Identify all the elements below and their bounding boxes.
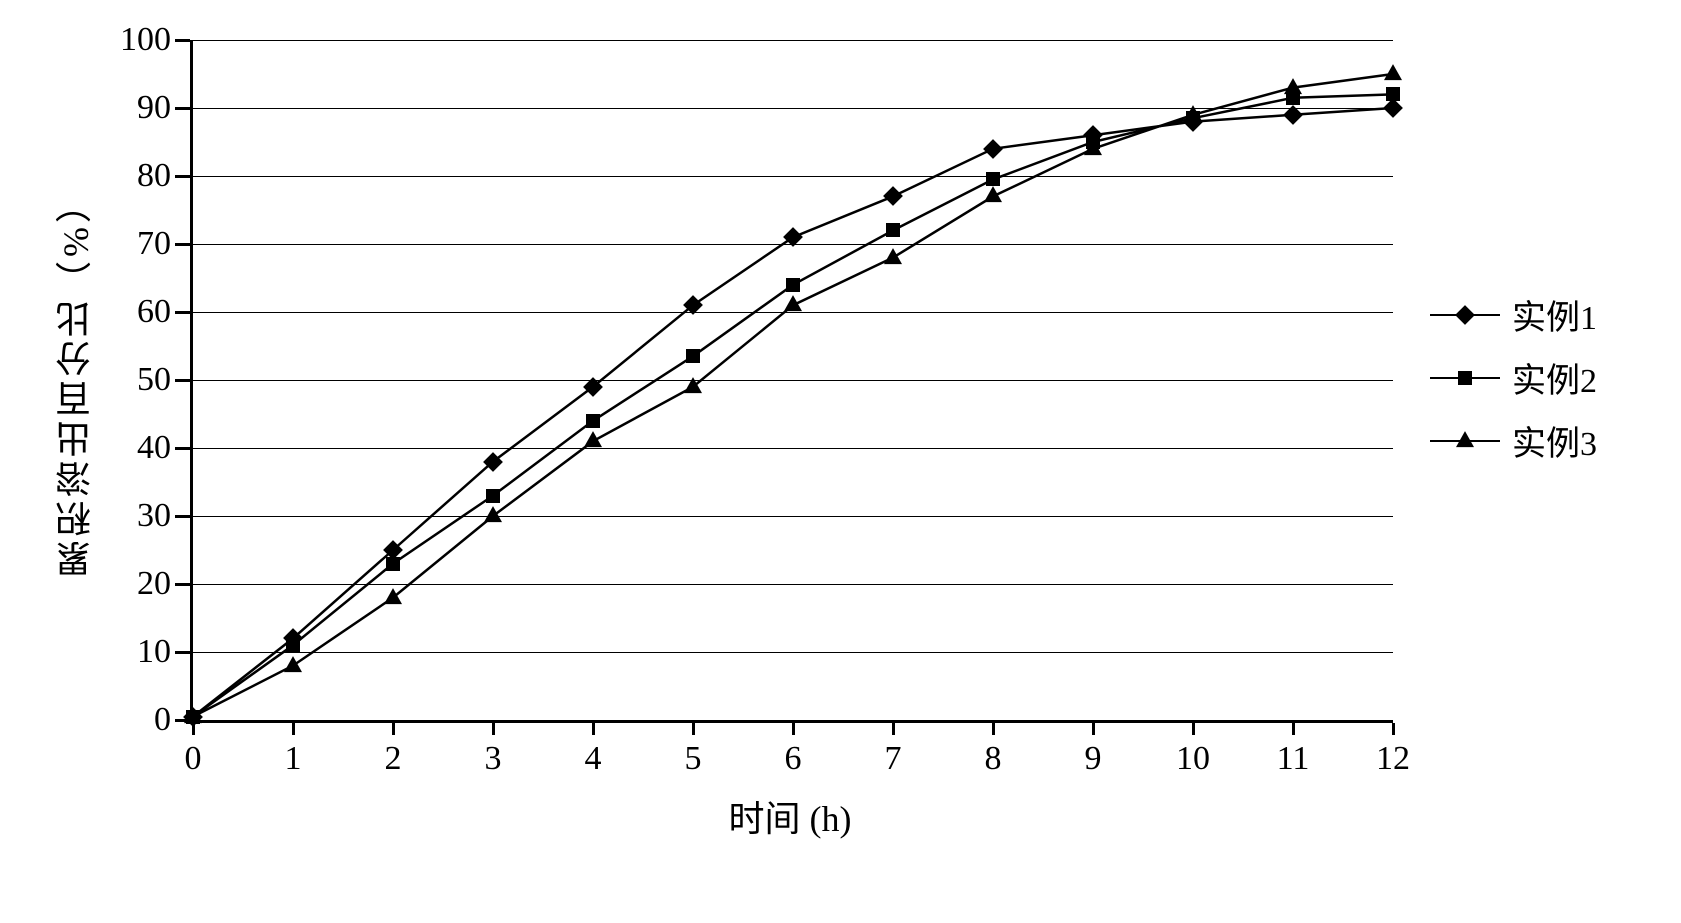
square-marker (886, 223, 900, 237)
plot-area: 01020304050607080901000123456789101112 (190, 40, 1393, 723)
x-tick (392, 723, 395, 735)
square-marker (986, 172, 1000, 186)
square-marker (686, 349, 700, 363)
triangle-marker (484, 506, 502, 522)
legend-label: 实例2 (1512, 353, 1597, 402)
y-tick-label: 20 (137, 565, 171, 603)
x-tick-label: 6 (785, 740, 802, 778)
legend-label: 实例1 (1512, 290, 1597, 339)
triangle-marker (184, 707, 202, 723)
x-tick (692, 723, 695, 735)
triangle-marker (784, 295, 802, 311)
y-tick (175, 583, 190, 586)
x-tick-label: 10 (1176, 740, 1210, 778)
square-marker (286, 638, 300, 652)
triangle-marker (1284, 78, 1302, 94)
x-tick-label: 9 (1085, 740, 1102, 778)
y-tick (175, 311, 190, 314)
y-tick (175, 651, 190, 654)
y-tick-label: 10 (137, 633, 171, 671)
y-tick (175, 175, 190, 178)
x-tick-label: 1 (285, 740, 302, 778)
x-tick (1392, 723, 1395, 735)
square-marker (586, 414, 600, 428)
x-tick (992, 723, 995, 735)
triangle-marker (384, 588, 402, 604)
x-tick (292, 723, 295, 735)
x-tick (792, 723, 795, 735)
triangle-marker (1456, 431, 1474, 447)
series-lines (193, 40, 1393, 720)
y-tick-label: 80 (137, 157, 171, 195)
y-tick-label: 30 (137, 497, 171, 535)
legend-label: 实例3 (1512, 416, 1597, 465)
x-tick-label: 4 (585, 740, 602, 778)
triangle-marker (884, 248, 902, 264)
x-tick-label: 3 (485, 740, 502, 778)
legend-item: 实例2 (1430, 353, 1597, 402)
y-tick (175, 379, 190, 382)
y-tick-label: 0 (154, 701, 171, 739)
y-axis-label: 累积溶出百分比（%） (50, 183, 102, 577)
square-marker (486, 489, 500, 503)
x-axis-label: 时间 (h) (729, 790, 852, 842)
x-tick-label: 11 (1277, 740, 1310, 778)
legend-item: 实例1 (1430, 290, 1597, 339)
square-marker (1386, 87, 1400, 101)
square-marker (1458, 371, 1472, 385)
x-tick-label: 5 (685, 740, 702, 778)
y-tick-label: 100 (120, 21, 171, 59)
y-tick (175, 107, 190, 110)
x-tick (892, 723, 895, 735)
legend: 实例1 实例2 实例3 (1430, 290, 1597, 479)
y-tick-label: 50 (137, 361, 171, 399)
triangle-marker (1184, 105, 1202, 121)
legend-line (1430, 377, 1500, 379)
triangle-marker (284, 656, 302, 672)
y-tick-label: 40 (137, 429, 171, 467)
x-tick (1292, 723, 1295, 735)
y-tick (175, 243, 190, 246)
x-tick (592, 723, 595, 735)
x-tick-label: 7 (885, 740, 902, 778)
y-tick (175, 515, 190, 518)
x-tick-label: 12 (1376, 740, 1410, 778)
triangle-marker (584, 431, 602, 447)
x-tick-label: 2 (385, 740, 402, 778)
diamond-marker (1455, 305, 1475, 325)
square-marker (786, 278, 800, 292)
y-tick-label: 90 (137, 89, 171, 127)
y-tick-label: 60 (137, 293, 171, 331)
series-line (193, 94, 1393, 716)
x-tick (492, 723, 495, 735)
y-tick (175, 39, 190, 42)
triangle-marker (684, 377, 702, 393)
series-line (193, 74, 1393, 717)
dissolution-chart: 01020304050607080901000123456789101112 累… (20, 20, 1681, 903)
square-marker (386, 557, 400, 571)
x-tick (1192, 723, 1195, 735)
triangle-marker (1084, 139, 1102, 155)
triangle-marker (984, 186, 1002, 202)
x-tick (1092, 723, 1095, 735)
y-tick (175, 447, 190, 450)
legend-item: 实例3 (1430, 416, 1597, 465)
x-tick-label: 0 (185, 740, 202, 778)
legend-line (1430, 440, 1500, 442)
series-line (193, 108, 1393, 717)
y-tick-label: 70 (137, 225, 171, 263)
legend-line (1430, 314, 1500, 316)
x-tick-label: 8 (985, 740, 1002, 778)
triangle-marker (1384, 64, 1402, 80)
